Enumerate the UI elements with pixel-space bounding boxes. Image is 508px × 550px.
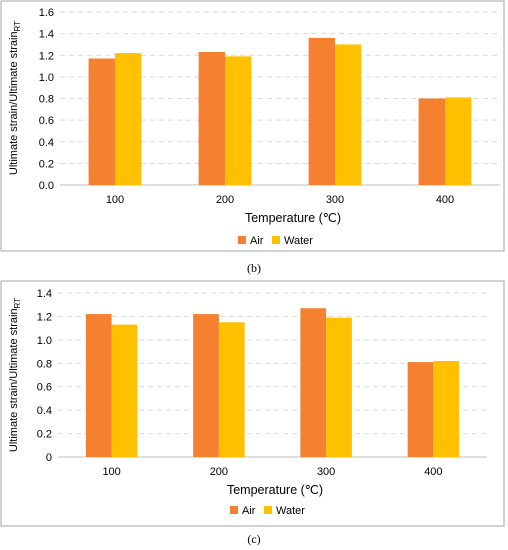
chart-b-legend-air-swatch — [238, 236, 246, 244]
chart-b-y-tick-label: 0.8 — [39, 94, 54, 106]
chart-c-frame — [0, 280, 505, 527]
chart-c-bar-water-100 — [111, 324, 138, 457]
chart-b-x-tick-label: 300 — [326, 194, 344, 206]
chart-c-x-axis-label: Temperature (℃) — [227, 483, 323, 497]
chart-c-y-tick-label: 1.4 — [37, 288, 52, 300]
chart-b-bar-air-300 — [308, 37, 335, 186]
chart-c-legend-water-label: Water — [276, 505, 305, 517]
chart-b-x-tick-label: 400 — [436, 194, 454, 206]
chart-c-y-axis-label: Ultimate strain/Ultimate strainRT — [8, 298, 22, 452]
chart-c-x-tick-label: 100 — [102, 466, 120, 478]
chart-c-legend-water-swatch — [264, 506, 272, 514]
chart-b-y-axis-label-subscript: RT — [13, 21, 22, 32]
chart-c-y-tick-label: 0.2 — [37, 429, 52, 441]
chart-b-y-tick-label: 0.6 — [39, 115, 54, 127]
chart-b-y-tick-label: 1.2 — [39, 50, 54, 62]
chart-c-bar-air-100 — [85, 314, 112, 457]
chart-c-y-tick-label: 1.0 — [37, 335, 52, 347]
chart-b-y-tick-label: 0.4 — [39, 137, 54, 149]
chart-c-bar-air-400 — [407, 362, 434, 457]
chart-b: 0.0 0.2 0.4 0.6 0.8 1.0 1.2 1.4 1.6 100 200 300 400… — [0, 0, 505, 252]
chart-b-y-tick-label: 0.0 — [39, 180, 54, 192]
chart-b-bar-water-100 — [115, 53, 142, 186]
panel-label-b: (b) — [247, 261, 261, 275]
chart-b-legend-water-swatch — [272, 236, 280, 244]
panel-label-c: (c) — [247, 532, 260, 546]
chart-b-y-tick-label: 1.4 — [39, 29, 54, 41]
chart-b-bar-air-200 — [198, 52, 225, 185]
chart-c-bar-water-300 — [326, 317, 352, 457]
chart-c: 0 0.2 0.4 0.6 0.8 1.0 1.2 1.4 100 200 300 400 Ulti… — [0, 280, 505, 527]
chart-b-y-axis-label-main: Ultimate strain/Ultimate strain — [8, 31, 20, 175]
chart-b-bar-air-400 — [418, 98, 445, 185]
chart-b-bar-air-100 — [88, 58, 115, 185]
chart-b-bars — [88, 37, 472, 186]
chart-b-bar-water-300 — [335, 44, 362, 185]
chart-c-y-axis-label-subscript: RT — [13, 298, 22, 309]
chart-b-legend: Air Water — [238, 235, 313, 247]
chart-c-y-tick-label: 1.2 — [37, 311, 52, 323]
chart-c-x-tick-label: 300 — [317, 466, 335, 478]
chart-b-x-tick-label: 200 — [216, 194, 234, 206]
chart-c-bar-water-200 — [218, 322, 245, 457]
chart-b-x-ticks: 100 200 300 400 — [106, 194, 454, 206]
chart-b-legend-air-label: Air — [250, 235, 264, 247]
chart-b-x-tick-label: 100 — [106, 194, 124, 206]
chart-c-y-ticks: 0 0.2 0.4 0.6 0.8 1.0 1.2 1.4 — [37, 288, 52, 464]
chart-c-x-tick-label: 400 — [424, 466, 442, 478]
chart-c-legend-air-label: Air — [242, 505, 256, 517]
chart-b-y-tick-label: 1.0 — [39, 72, 54, 84]
chart-b-y-tick-label: 0.2 — [39, 158, 54, 170]
chart-c-bar-air-200 — [193, 314, 219, 457]
chart-c-legend-air-swatch — [230, 506, 238, 514]
chart-c-bar-air-300 — [300, 308, 327, 457]
chart-c-y-tick-label: 0 — [46, 452, 52, 464]
chart-c-y-axis-label-main: Ultimate strain/Ultimate strain — [8, 308, 20, 452]
chart-b-y-tick-label: 1.6 — [39, 7, 54, 19]
chart-c-legend: Air Water — [230, 505, 305, 517]
chart-c-x-ticks: 100 200 300 400 — [102, 466, 442, 478]
chart-c-bars — [85, 308, 460, 457]
chart-c-x-tick-label: 200 — [210, 466, 228, 478]
chart-b-legend-water-label: Water — [284, 235, 313, 247]
chart-c-bar-water-400 — [433, 360, 460, 457]
chart-b-bar-water-400 — [445, 97, 472, 185]
chart-c-y-tick-label: 0.6 — [37, 382, 52, 394]
chart-b-y-axis-label: Ultimate strain/Ultimate strainRT — [8, 21, 22, 175]
chart-c-y-tick-label: 0.4 — [37, 405, 52, 417]
chart-b-x-axis-label: Temperature (℃) — [245, 211, 341, 225]
chart-c-y-tick-label: 0.8 — [37, 358, 52, 370]
chart-b-bar-water-200 — [225, 56, 252, 185]
chart-b-y-ticks: 0.0 0.2 0.4 0.6 0.8 1.0 1.2 1.4 1.6 — [39, 7, 54, 192]
chart-b-frame — [0, 0, 505, 252]
